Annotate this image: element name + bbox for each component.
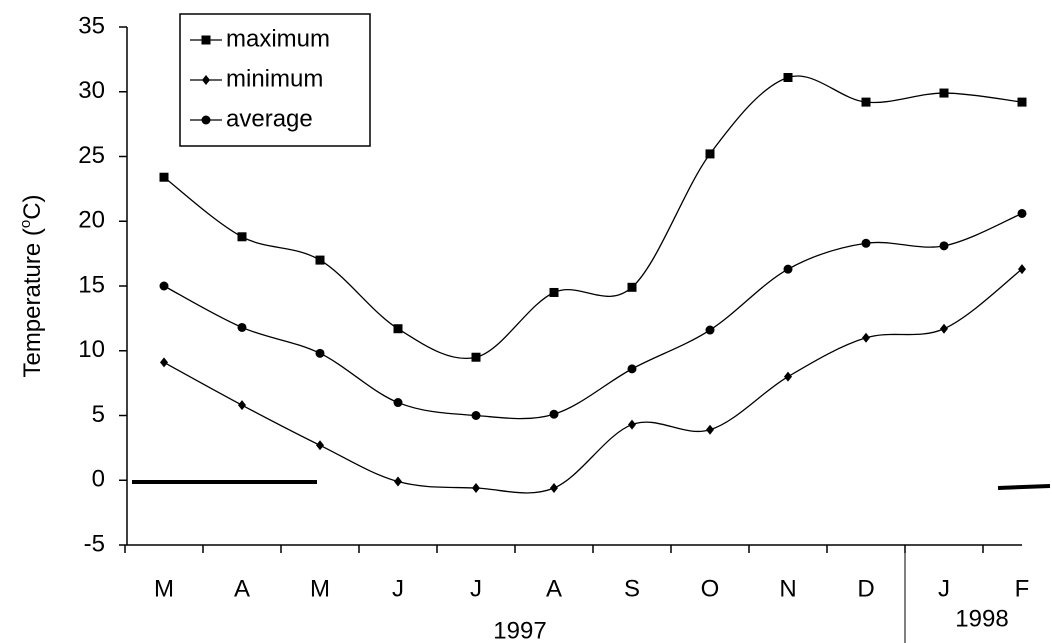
y-tick-label: -5 xyxy=(84,530,105,557)
legend-label: average xyxy=(226,105,313,132)
marker xyxy=(783,73,793,83)
marker xyxy=(316,440,324,451)
x-tick-label: A xyxy=(546,575,562,602)
series-line xyxy=(163,268,1023,494)
y-tick-label: 35 xyxy=(78,12,105,39)
marker xyxy=(549,287,559,297)
y-title-sup: o xyxy=(17,220,34,228)
marker xyxy=(861,238,871,248)
marker xyxy=(315,255,325,265)
marker xyxy=(939,88,949,98)
y-title-part: C) xyxy=(19,194,46,219)
marker xyxy=(861,97,871,107)
marker xyxy=(237,232,247,242)
x-tick-label: M xyxy=(154,575,174,602)
marker xyxy=(549,409,559,419)
marker xyxy=(706,424,714,435)
y-tick-label: 30 xyxy=(78,77,105,104)
marker xyxy=(628,419,636,430)
x-tick-label: J xyxy=(938,575,950,602)
marker xyxy=(784,371,792,382)
x-tick-label: N xyxy=(779,575,796,602)
x-tick-label: F xyxy=(1015,575,1030,602)
marker xyxy=(237,322,247,332)
x-tick-label: S xyxy=(624,575,640,602)
marker xyxy=(393,324,403,334)
marker xyxy=(1018,264,1026,275)
marker xyxy=(471,411,481,420)
x-tick-label: A xyxy=(234,575,250,602)
legend-label: minimum xyxy=(226,65,323,92)
marker xyxy=(201,35,211,45)
marker xyxy=(1017,208,1027,218)
y-title-part: Temperature ( xyxy=(19,228,46,377)
series-line xyxy=(163,212,1023,420)
year-label: 1998 xyxy=(955,605,1008,632)
marker xyxy=(939,241,949,251)
marker xyxy=(705,325,715,335)
marker xyxy=(471,352,481,362)
marker xyxy=(393,398,403,408)
y-tick-label: 0 xyxy=(92,466,105,493)
marker xyxy=(315,348,325,358)
marker xyxy=(159,281,169,291)
y-tick-label: 15 xyxy=(78,271,105,298)
marker xyxy=(472,483,480,494)
x-tick-label: O xyxy=(701,575,720,602)
y-tick-label: 25 xyxy=(78,142,105,169)
x-tick-label: M xyxy=(310,575,330,602)
marker xyxy=(202,75,210,85)
marker xyxy=(627,282,637,292)
marker xyxy=(1017,97,1027,107)
marker xyxy=(940,323,948,334)
x-tick-label: J xyxy=(392,575,404,602)
marker xyxy=(394,476,402,487)
marker xyxy=(159,172,169,182)
legend-label: maximum xyxy=(226,25,330,52)
y-tick-label: 20 xyxy=(78,207,105,234)
marker xyxy=(705,149,715,159)
marker xyxy=(550,483,558,494)
marker xyxy=(862,332,870,343)
marker xyxy=(201,115,211,125)
marker xyxy=(160,357,168,368)
y-tick-label: 5 xyxy=(92,401,105,428)
x-tick-label: D xyxy=(857,575,874,602)
year-label: 1997 xyxy=(493,617,546,643)
marker xyxy=(783,264,793,274)
marker xyxy=(627,364,637,374)
x-tick-label: J xyxy=(470,575,482,602)
period-bar xyxy=(997,484,1051,490)
marker xyxy=(238,400,246,411)
y-tick-label: 10 xyxy=(78,336,105,363)
y-axis-title: Temperature (oC) xyxy=(17,194,46,377)
